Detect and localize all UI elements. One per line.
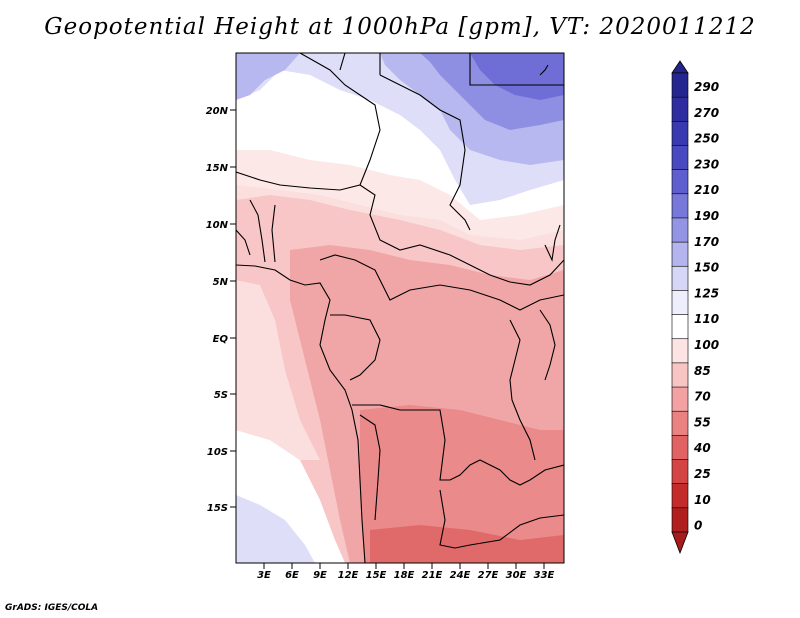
colorbar-block (671, 72, 689, 98)
colorbar-bottom-arrow (671, 531, 689, 555)
lon-label-6e: 6E (285, 570, 299, 581)
lon-label-30e: 30E (506, 570, 527, 581)
colorbar-block (671, 362, 689, 388)
political-boundaries (236, 53, 564, 563)
contour-fill (236, 53, 564, 563)
lat-label-15s: 15S (207, 503, 228, 514)
colorbar-blocks (671, 72, 689, 533)
grads-credit: GrADS: IGES/COLA (5, 603, 99, 613)
lon-label-24e: 24E (450, 570, 471, 581)
lat-label-15n: 15N (206, 163, 229, 174)
chart-title: Geopotential Height at 1000hPa [gpm], VT… (44, 14, 756, 40)
border-southern (352, 404, 564, 486)
lat-ticks (230, 109, 236, 508)
colorbar-labels: 2902702502302101901701501251101008570554… (693, 80, 719, 533)
colorbar-label: 190 (694, 209, 719, 223)
colorbar-label: 0 (694, 519, 702, 533)
border-east-minor (544, 224, 561, 262)
lon-label-21e: 21E (422, 570, 443, 581)
colorbar-label: 290 (694, 80, 719, 94)
colorbar-label: 40 (693, 441, 711, 455)
border-north-west (299, 53, 381, 186)
lon-label-27e: 27E (478, 570, 499, 581)
lat-labels: 20N 15N 10N 5N EQ 5S 10S 15S (206, 106, 229, 514)
colorbar-block (671, 217, 689, 243)
colorbar-label: 125 (694, 286, 719, 300)
lat-label-5n: 5N (213, 277, 229, 288)
colorbar-label: 270 (694, 106, 719, 120)
border-congo (330, 314, 381, 381)
band-deep-red (370, 525, 564, 563)
band-dark-blue-ne (470, 53, 564, 100)
lat-label-5s: 5S (214, 390, 228, 401)
lon-label-33e: 33E (534, 570, 555, 581)
colorbar-label: 55 (694, 415, 711, 429)
border-angola (359, 414, 381, 521)
border-north-verticals (339, 53, 564, 86)
lon-label-12e: 12E (338, 570, 359, 581)
colorbar-label: 210 (694, 183, 719, 197)
lon-labels: 3E 6E 9E 12E 15E 18E 21E 24E 27E 30E 33E (257, 570, 554, 581)
colorbar-block (671, 241, 689, 267)
border-east-lakes (509, 319, 536, 461)
colorbar-block (671, 483, 689, 509)
colorbar-label: 10 (694, 493, 711, 507)
border-east-coast (539, 309, 556, 381)
lat-label-eq: EQ (213, 334, 229, 345)
colorbar-label: 25 (694, 467, 711, 481)
lon-label-15e: 15E (366, 570, 387, 581)
band-medium-red (360, 405, 564, 563)
border-north-east (379, 74, 471, 231)
colorbar-label: 250 (694, 132, 719, 146)
border-south-central (439, 489, 564, 549)
lat-label-10s: 10S (207, 447, 228, 458)
band-light-blue-nw (236, 53, 300, 100)
colorbar-block (671, 507, 689, 533)
colorbar-block (671, 386, 689, 412)
colorbar-block (671, 121, 689, 147)
band-pale-pink-west (236, 280, 320, 460)
colorbar-block (671, 459, 689, 485)
colorbar-block (671, 193, 689, 219)
colorbar-block (671, 145, 689, 171)
colorbar-label: 110 (694, 312, 719, 326)
colorbar-label: 230 (694, 157, 719, 171)
lon-label-9e: 9E (313, 570, 327, 581)
border-west-minor (236, 199, 276, 263)
colorbar-block (671, 314, 689, 340)
colorbar-label: 85 (694, 364, 711, 378)
colorbar-block (671, 290, 689, 316)
colorbar-label: 100 (694, 338, 719, 352)
colorbar-top-arrow (671, 60, 689, 74)
colorbar-label: 70 (694, 390, 711, 404)
colorbar-block (671, 410, 689, 436)
map-frame (235, 52, 565, 564)
lat-label-10n: 10N (206, 220, 229, 231)
border-central (319, 254, 564, 311)
lon-label-3e: 3E (257, 570, 271, 581)
colorbar-block (671, 338, 689, 364)
coast-northeast (539, 64, 549, 76)
lon-label-18e: 18E (394, 570, 415, 581)
colorbar-block (671, 169, 689, 195)
lon-ticks (263, 563, 545, 569)
colorbar: 2902702502302101901701501251101008570554… (671, 60, 719, 555)
colorbar-label: 170 (694, 235, 719, 249)
colorbar-block (671, 435, 689, 461)
colorbar-block (671, 265, 689, 292)
band-pale-blue-southwest (236, 495, 315, 563)
coastline-west (236, 264, 366, 563)
border-sahel (236, 171, 564, 286)
colorbar-label: 150 (694, 261, 719, 275)
lat-label-20n: 20N (206, 106, 229, 117)
colorbar-block (671, 96, 689, 122)
